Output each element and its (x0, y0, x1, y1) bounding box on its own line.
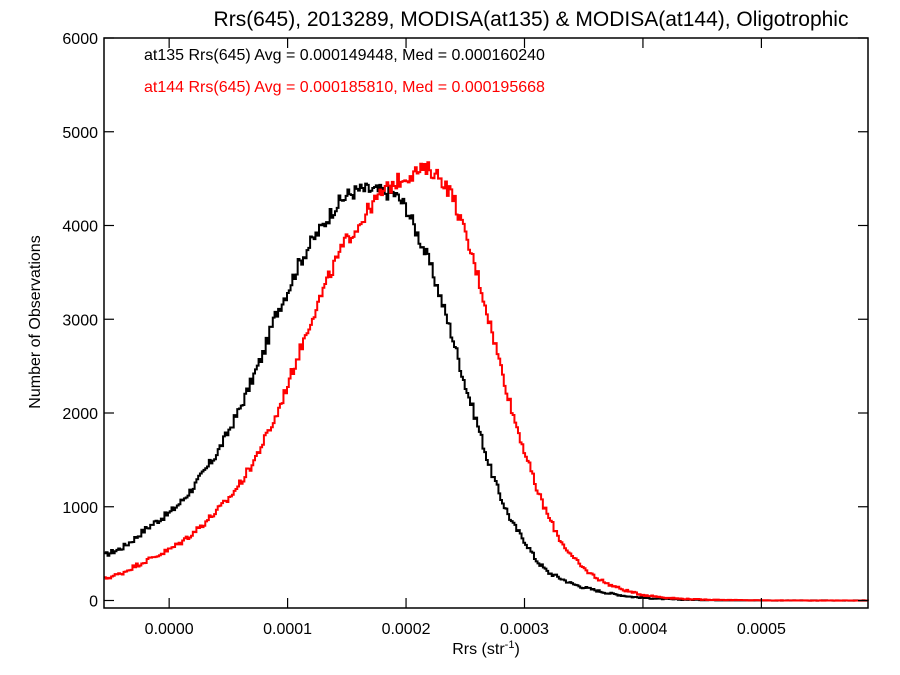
x-axis-title-main: Rrs (str (452, 641, 505, 658)
x-axis-title-close: ) (514, 641, 519, 658)
y-axis: 0 1000 2000 3000 4000 5000 6000 (62, 31, 868, 611)
x-axis-title-superscript: -1 (505, 639, 515, 651)
y-tick-label: 3000 (62, 312, 98, 329)
y-tick-label: 2000 (62, 406, 98, 423)
y-tick-label: 0 (89, 594, 98, 611)
x-tick-label: 0.0000 (145, 621, 194, 638)
x-tick-label: 0.0005 (737, 621, 786, 638)
y-tick-label: 1000 (62, 500, 98, 517)
x-tick-label: 0.0004 (618, 621, 667, 638)
y-tick-label: 6000 (62, 31, 98, 48)
x-axis: 0.0000 0.0001 0.0002 0.0003 0.0004 0.0005 (145, 38, 786, 638)
y-tick-label: 4000 (62, 219, 98, 236)
chart-title: Rrs(645), 2013289, MODISA(at135) & MODIS… (214, 8, 849, 31)
y-axis-title: Number of Observations (27, 235, 44, 408)
legend-entry-at144: at144 Rrs(645) Avg = 0.000185810, Med = … (144, 79, 545, 96)
plot-area-frame (103, 37, 869, 609)
x-tick-label: 0.0002 (382, 621, 431, 638)
x-tick-label: 0.0001 (263, 621, 312, 638)
x-axis-title: Rrs (str-1) (452, 639, 520, 658)
x-tick-label: 0.0003 (500, 621, 549, 638)
series-layer (104, 161, 869, 602)
legend-entry-at135: at135 Rrs(645) Avg = 0.000149448, Med = … (144, 47, 545, 64)
series-line-at135 (104, 182, 869, 602)
y-tick-label: 5000 (62, 125, 98, 142)
series-line-at144 (104, 161, 869, 602)
